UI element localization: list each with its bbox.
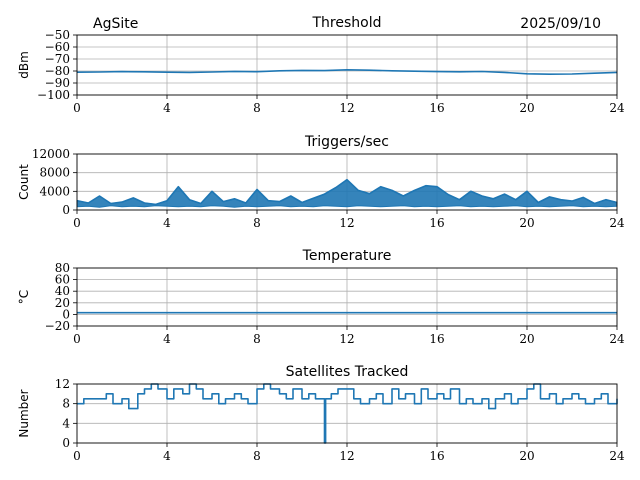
temperature-x-tick-label: 16 — [429, 332, 444, 346]
temperature-y-tick-label: 80 — [55, 261, 70, 275]
temperature-x-tick-label: 12 — [339, 332, 354, 346]
satellites-y-axis-label: Number — [17, 389, 31, 437]
temperature-y-tick-label: −20 — [45, 319, 70, 333]
satellites-y-tick-label: 4 — [62, 416, 70, 430]
threshold-x-tick-label: 8 — [253, 101, 261, 115]
temperature-x-tick-label: 24 — [609, 332, 625, 346]
satellites-x-tick-label: 20 — [519, 449, 534, 463]
satellites-x-tick-label: 0 — [73, 449, 81, 463]
satellites-chart: 0 4 8 12 16 20 24 0 4 8 12 Satellites Tracked Number — [17, 364, 625, 463]
temperature-y-tick-label: 0 — [62, 307, 70, 321]
date-label: 2025/09/10 — [520, 16, 601, 32]
threshold-y-tick-label: −80 — [45, 64, 70, 78]
threshold-x-tick-label: 12 — [339, 101, 354, 115]
threshold-x-tick-label: 20 — [519, 101, 534, 115]
triggers-chart: 0 4 8 12 16 20 24 0 4000 8000 12000 Triggers/sec Cou… — [17, 134, 625, 230]
triggers-x-tick-label: 20 — [519, 216, 534, 230]
threshold-series-line — [76, 69, 618, 75]
triggers-y-tick-label: 8000 — [39, 166, 70, 180]
threshold-y-axis-label: dBm — [17, 51, 31, 79]
threshold-chart: 0 4 8 12 16 20 24 −100−90−80−70−60−50 Threshold d… — [17, 15, 625, 115]
triggers-series-line — [76, 178, 618, 206]
temperature-title: Temperature — [302, 248, 392, 264]
satellites-x-tick-label: 24 — [609, 449, 625, 463]
threshold-y-tick-label: −70 — [45, 52, 70, 66]
satellites-series-line — [77, 383, 618, 444]
triggers-y-axis-label: Count — [17, 164, 31, 200]
satellites-y-tick-label: 12 — [55, 377, 70, 391]
satellites-x-tick-label: 16 — [429, 449, 444, 463]
triggers-y-tick-label: 12000 — [32, 147, 70, 161]
threshold-y-tick-label: −90 — [45, 76, 70, 90]
triggers-x-tick-label: 8 — [253, 216, 261, 230]
threshold-x-tick-label: 4 — [163, 101, 171, 115]
temperature-x-tick-label: 4 — [163, 332, 171, 346]
satellites-y-tick-label: 0 — [62, 436, 70, 450]
threshold-y-tick-label: −60 — [45, 40, 70, 54]
threshold-y-tick-label: −100 — [37, 88, 70, 102]
threshold-x-tick-label: 24 — [609, 101, 625, 115]
triggers-x-tick-label: 0 — [73, 216, 81, 230]
threshold-y-tick-label: −50 — [45, 28, 70, 42]
temperature-x-tick-label: 8 — [253, 332, 261, 346]
temperature-y-tick-label: 40 — [55, 284, 70, 298]
temperature-x-tick-label: 0 — [73, 332, 81, 346]
temperature-x-tick-label: 20 — [519, 332, 534, 346]
threshold-title: Threshold — [312, 15, 382, 31]
site-label: AgSite — [93, 16, 138, 32]
satellites-y-tick-label: 8 — [62, 397, 70, 411]
triggers-y-tick-label: 0 — [62, 203, 70, 217]
satellites-title: Satellites Tracked — [286, 364, 409, 380]
temperature-y-axis-label: °C — [17, 290, 31, 304]
triggers-y-tick-label: 4000 — [39, 184, 70, 198]
triggers-x-tick-label: 4 — [163, 216, 171, 230]
satellites-x-tick-label: 12 — [339, 449, 354, 463]
panels: 0 4 8 12 16 20 24 −100−90−80−70−60−50 Threshold d… — [17, 15, 625, 463]
temperature-y-tick-label: 20 — [55, 296, 70, 310]
triggers-x-tick-label: 16 — [429, 216, 444, 230]
threshold-x-tick-label: 0 — [73, 101, 81, 115]
triggers-x-tick-label: 24 — [609, 216, 625, 230]
satellites-x-tick-label: 8 — [253, 449, 261, 463]
satellites-x-tick-label: 4 — [163, 449, 171, 463]
threshold-x-tick-label: 16 — [429, 101, 444, 115]
triggers-title: Triggers/sec — [304, 134, 389, 150]
temperature-y-tick-label: 60 — [55, 273, 70, 287]
triggers-x-tick-label: 12 — [339, 216, 354, 230]
